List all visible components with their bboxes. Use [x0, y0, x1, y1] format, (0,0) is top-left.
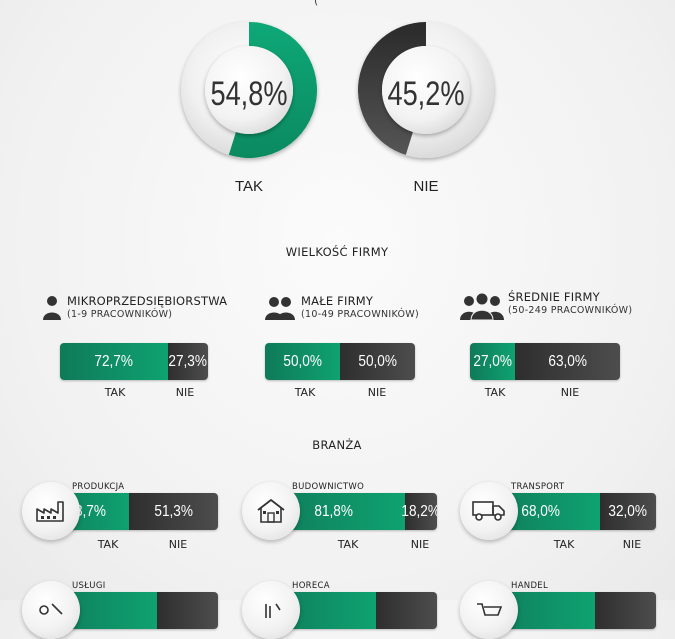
- bar-segment-nie: [595, 592, 656, 629]
- two-people-icon: [265, 297, 295, 320]
- size-head-micro: MIKROPRZEDSIĘBIORSTWA (1-9 PRACOWNIKÓW): [42, 295, 227, 321]
- truck-icon: [472, 501, 505, 521]
- donut-tak: 54,8%: [181, 22, 317, 158]
- size-head-small: MAŁE FIRMY (10-49 PRACOWNIKÓW): [264, 295, 419, 321]
- size-bar-medium: 27,0% 63,0%: [470, 343, 620, 380]
- legend-nie: NIE: [560, 386, 580, 399]
- donut-tak-value: 54,8%: [210, 74, 287, 113]
- cart-icon: [477, 603, 503, 616]
- bar-segment-nie: 18,2%: [402, 493, 437, 530]
- factory-icon: [36, 501, 64, 522]
- three-people-icon: [460, 292, 504, 321]
- bar-segment-nie: 32,0%: [600, 493, 656, 530]
- legend-nie: NIE: [168, 538, 188, 551]
- industry-name-horeca: HORECA: [292, 581, 330, 591]
- legend-tak: TAK: [97, 538, 119, 551]
- donut-tak-center: [205, 46, 293, 134]
- bar-segment-nie: 27,3%: [167, 343, 208, 380]
- legend-tak: TAK: [553, 538, 575, 551]
- legend-nie: NIE: [367, 386, 387, 399]
- size-sub-micro: (1-9 PRACOWNIKÓW): [67, 309, 173, 320]
- donut-nie-center: [382, 46, 470, 134]
- top-cut-text: (: [314, 0, 319, 7]
- person-icon: [43, 296, 61, 320]
- legend-tak: TAK: [104, 386, 126, 399]
- bar-segment-nie: 51,3%: [128, 493, 218, 530]
- donut-nie-value: 45,2%: [387, 74, 464, 113]
- size-sub-medium: (50-249 PRACOWNIKÓW): [508, 305, 633, 316]
- services-icon: [39, 603, 63, 615]
- donut-charts: 54,8% 45,2%: [181, 22, 494, 158]
- legend-tak: TAK: [484, 386, 506, 399]
- section-title-size: WIELKOŚĆ FIRMY: [285, 245, 389, 259]
- donut-nie-arc: [358, 22, 426, 155]
- donut-tak-arc: [228, 22, 317, 158]
- bar-segment-nie: 63,0%: [515, 343, 620, 380]
- size-sub-small: (10-49 PRACOWNIKÓW): [301, 309, 420, 320]
- legend-nie: NIE: [410, 538, 430, 551]
- legend-nie: NIE: [175, 386, 195, 399]
- industry-name-uslugi: USŁUGI: [72, 581, 106, 591]
- size-title-micro: MIKROPRZEDSIĘBIORSTWA: [67, 294, 228, 308]
- size-head-medium: ŚREDNIE FIRMY (50-249 PRACOWNIKÓW): [460, 291, 632, 321]
- bar-segment-tak: 72,7%: [60, 343, 168, 380]
- bar-segment-nie: 50,0%: [340, 343, 415, 380]
- bar-segment-nie: [375, 592, 437, 629]
- industry-name-budownictwo: BUDOWNICTWO: [292, 482, 365, 492]
- industry-name-produkcja: PRODUKCJA: [72, 482, 125, 492]
- bar-segment-tak: 27,0%: [470, 343, 515, 380]
- legend-tak: TAK: [294, 386, 316, 399]
- house-icon: [257, 499, 285, 523]
- legend-tak: TAK: [337, 538, 359, 551]
- bar-segment-tak: 50,0%: [265, 343, 340, 380]
- industry-icon-produkcja: [22, 482, 80, 540]
- size-title-medium: ŚREDNIE FIRMY: [508, 290, 600, 304]
- industry-name-handel: HANDEL: [511, 581, 549, 591]
- donut-nie-label: NIE: [413, 178, 439, 195]
- horeca-icon: [265, 603, 281, 618]
- size-bar-small: 50,0% 50,0%: [265, 343, 415, 380]
- legend-nie: NIE: [622, 538, 642, 551]
- size-bar-micro: 72,7% 27,3%: [60, 343, 208, 380]
- industry-icon-handel: [460, 581, 518, 639]
- industry-icon-transport: [460, 482, 518, 540]
- size-title-small: MAŁE FIRMY: [301, 294, 374, 308]
- donut-nie: 45,2%: [358, 22, 494, 158]
- industry-icon-uslugi: [22, 581, 80, 639]
- donut-tak-label: TAK: [234, 178, 264, 195]
- bar-segment-nie: [157, 592, 218, 629]
- section-title-industry: BRANŻA: [312, 438, 362, 452]
- industry-icon-budownictwo: [242, 482, 300, 540]
- industry-name-transport: TRANSPORT: [511, 482, 565, 492]
- industry-icon-horeca: [242, 581, 300, 639]
